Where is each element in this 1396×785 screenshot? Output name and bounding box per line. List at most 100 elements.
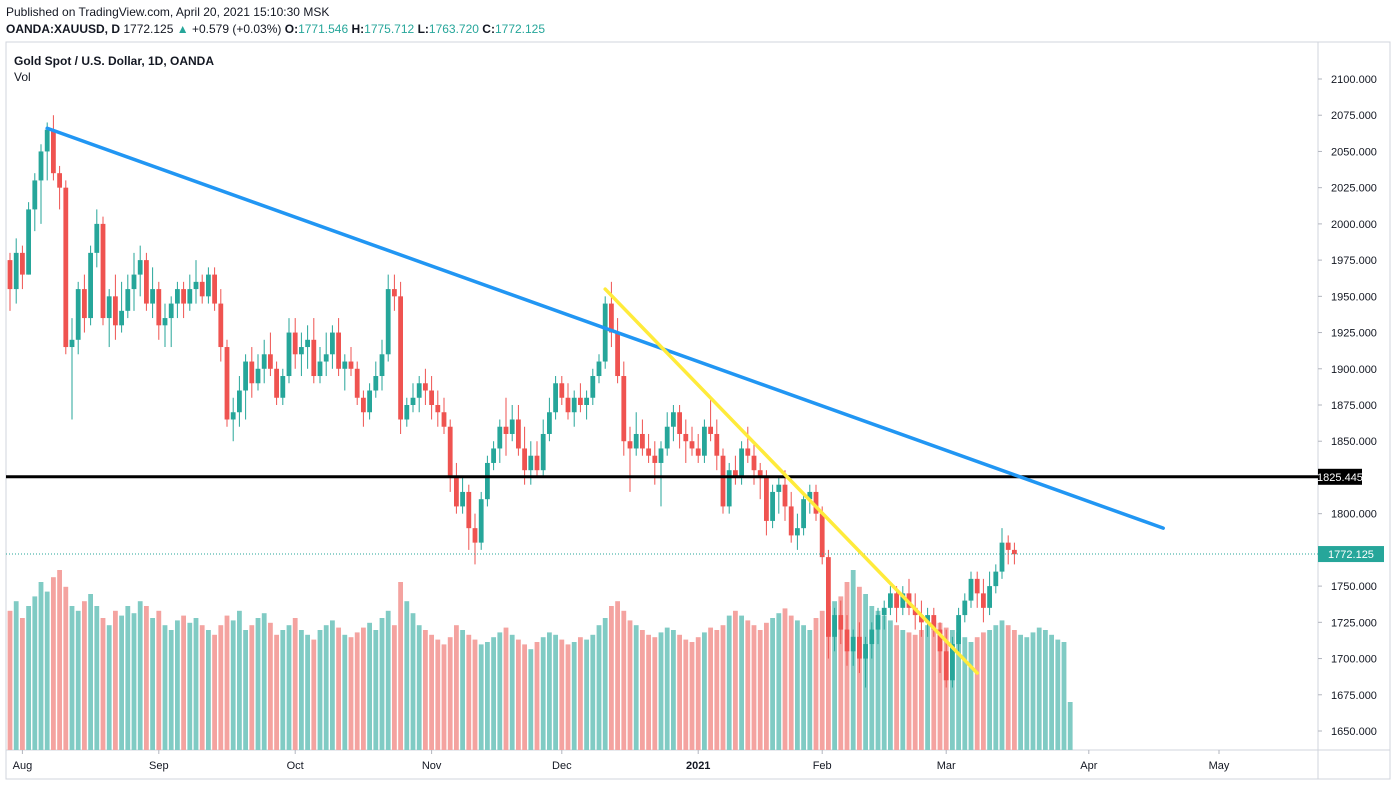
volume-bar [1030, 632, 1036, 750]
volume-bar [20, 618, 25, 750]
volume-bar [410, 613, 416, 750]
price-tick-label: 1850.000 [1331, 436, 1377, 448]
candle-body [726, 470, 732, 507]
volume-bar [652, 637, 658, 750]
volume-bar [100, 618, 106, 750]
candle-body [429, 390, 434, 405]
volume-bar [943, 627, 949, 750]
candle-body [863, 644, 868, 659]
yellow-downtrend-trendline[interactable] [603, 287, 979, 675]
volume-bar [156, 610, 162, 750]
open-label: O: [284, 22, 299, 36]
volume-bar [733, 610, 738, 750]
volume-bar [1018, 634, 1023, 750]
candle-body [764, 477, 769, 521]
volume-bar [175, 620, 180, 750]
volume-bar [113, 610, 118, 750]
candle-body [255, 368, 261, 384]
volume-bar [702, 632, 707, 750]
candle-body [950, 644, 955, 681]
candle-body [299, 347, 304, 355]
volume-bar [447, 637, 453, 750]
candle-body [838, 615, 844, 630]
volume-bar [999, 620, 1005, 750]
time-tick-label: Nov [422, 760, 442, 772]
candle-body [956, 615, 961, 645]
candle-body [640, 433, 645, 449]
candle-body [714, 433, 720, 456]
candle-body [311, 339, 317, 377]
candle-body [919, 615, 924, 623]
chart-title: Gold Spot / U.S. Dollar, 1D, OANDA [14, 54, 214, 68]
candle-body [144, 260, 149, 304]
time-tick-label: Oct [287, 760, 304, 772]
volume-bar [801, 625, 806, 750]
candle-body [44, 129, 50, 152]
volume-bar [187, 622, 193, 750]
candle-body [553, 383, 558, 413]
volume-bar [739, 615, 744, 750]
volume-bar [342, 634, 348, 750]
publish-caption: Published on TradingView.com, April 20, … [6, 5, 330, 19]
volume-bar [336, 627, 341, 750]
candle-body [981, 593, 986, 608]
volume-bar [627, 620, 633, 750]
volume-bar [813, 618, 819, 750]
volume-bar [416, 625, 422, 750]
volume-bar [373, 630, 379, 750]
candle-body [286, 332, 292, 377]
volume-bar [485, 642, 490, 750]
candle-body [230, 412, 236, 420]
blue-downtrend-trendline[interactable] [45, 126, 1165, 530]
candle-body [547, 412, 552, 434]
low-label: L: [417, 22, 429, 36]
candle-body [249, 361, 255, 384]
candle-body [671, 412, 676, 427]
volume-bar [757, 630, 763, 750]
candle-body [807, 491, 813, 500]
volume-bar [57, 570, 62, 750]
price-tick-label: 1925.000 [1331, 328, 1377, 340]
candle-body [460, 491, 465, 507]
volume-bar [503, 627, 509, 750]
candle-body [987, 586, 992, 608]
last-price-label: 1772.125 [1328, 549, 1374, 561]
volume-legend-label: Vol [14, 70, 31, 84]
volume-bar [621, 610, 627, 750]
candle-body [857, 636, 862, 659]
candle-body [100, 223, 106, 319]
time-axis[interactable]: Aug Sep Oct Nov Dec 2021 Feb Mar Apr May [13, 750, 1230, 772]
candle-body [38, 151, 44, 181]
candle-body [627, 441, 633, 449]
candle-body [57, 173, 62, 188]
candle-body [199, 281, 205, 297]
price-axis[interactable]: 1825.445 2100.000 2075.000 2050.000 2025.000… [1317, 74, 1384, 738]
volume-bar [881, 615, 887, 750]
volume-bar [305, 634, 310, 750]
candle-body [683, 433, 689, 442]
candle-body [565, 397, 571, 413]
volume-bar [1012, 630, 1017, 750]
time-tick-label: Sep [149, 760, 169, 772]
volume-bar [44, 591, 50, 750]
volume-bar [38, 582, 44, 750]
candle-body [795, 528, 800, 536]
candle-body [782, 484, 788, 507]
candle-body [968, 578, 974, 601]
candle-body [472, 528, 478, 543]
candle-body [999, 542, 1005, 572]
candle-body [305, 339, 310, 348]
volume-bar [795, 620, 800, 750]
volume-bar [658, 632, 664, 750]
volume-bar [274, 634, 279, 750]
candle-body [212, 274, 217, 304]
volume-bar [956, 632, 961, 750]
price-tick-label: 1975.000 [1331, 255, 1377, 267]
volume-bar [609, 606, 614, 750]
volume-bar [199, 625, 205, 750]
time-tick-label: Mar [937, 760, 956, 772]
candle-body [931, 615, 937, 630]
candle-body [522, 448, 527, 471]
volume-bar [640, 630, 645, 750]
